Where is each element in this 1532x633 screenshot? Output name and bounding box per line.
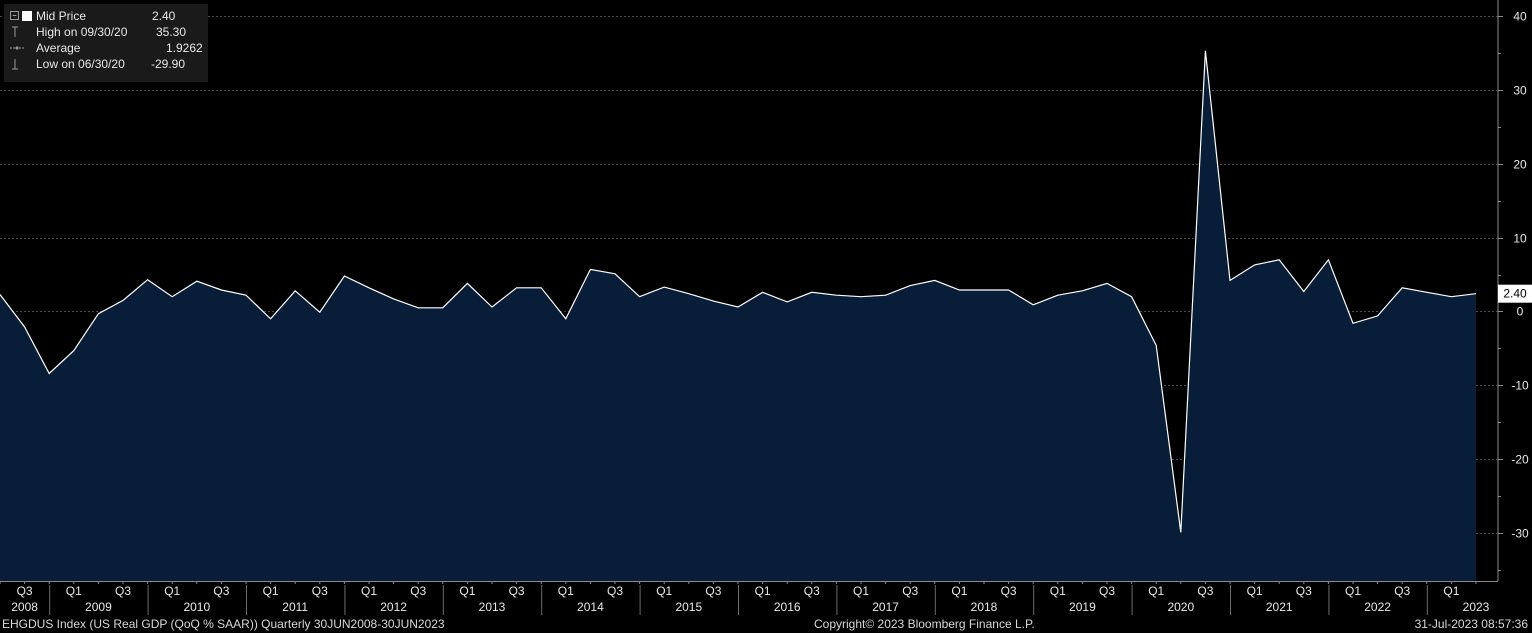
legend-value: -29.90: [151, 57, 186, 71]
x-tick-label-year: 2016: [774, 600, 801, 614]
y-tick-label: 10: [1513, 232, 1527, 246]
x-tick-label-year: 2019: [1069, 600, 1096, 614]
x-tick-label-year: 2015: [675, 600, 702, 614]
x-tick-label-year: 2012: [380, 600, 407, 614]
x-tick-label-year: 2018: [971, 600, 998, 614]
x-tick-label-quarter: Q1: [1050, 584, 1066, 598]
y-tick-label: -10: [1511, 379, 1529, 393]
x-tick-label-quarter: Q3: [607, 584, 623, 598]
x-tick-label-quarter: Q3: [902, 584, 918, 598]
x-tick-label-quarter: Q1: [1148, 584, 1164, 598]
x-tick-label-year: 2017: [872, 600, 899, 614]
x-tick-label-quarter: Q1: [558, 584, 574, 598]
legend-value: 2.40: [152, 9, 176, 23]
x-tick-label-quarter: Q3: [213, 584, 229, 598]
low-marker-icon: [12, 59, 18, 70]
last-price-tag: 2.40: [1498, 284, 1532, 303]
average-marker-icon: [10, 46, 24, 50]
legend-label: High on 09/30/20: [36, 25, 128, 39]
x-tick-label-quarter: Q1: [164, 584, 180, 598]
x-tick-label-quarter: Q3: [115, 584, 131, 598]
x-tick-label-quarter: Q3: [705, 584, 721, 598]
x-tick-label-quarter: Q1: [656, 584, 672, 598]
collapse-icon[interactable]: [10, 10, 20, 22]
x-tick-label-year: 2009: [85, 600, 112, 614]
x-tick-label-quarter: Q3: [1001, 584, 1017, 598]
legend-label: Low on 06/30/20: [36, 57, 125, 71]
legend-item-average: Average 1.9262: [4, 40, 208, 56]
x-tick-label-quarter: Q1: [66, 584, 82, 598]
y-tick-label: 20: [1513, 158, 1527, 172]
x-tick-label-quarter: Q1: [459, 584, 475, 598]
legend: Mid Price 2.40 High on 09/30/20 35.30 Av…: [4, 4, 208, 82]
legend-value: 35.30: [156, 25, 187, 39]
chart-footer: EHGDUS Index (US Real GDP (QoQ % SAAR)) …: [0, 616, 1532, 633]
x-tick-label-quarter: Q3: [804, 584, 820, 598]
legend-item-high: High on 09/30/20 35.30: [4, 24, 208, 40]
x-tick-label-year: 2013: [479, 600, 506, 614]
x-tick-label-year: 2021: [1266, 600, 1293, 614]
x-tick-label-quarter: Q1: [755, 584, 771, 598]
x-tick-label-quarter: Q1: [853, 584, 869, 598]
x-tick-label-quarter: Q3: [509, 584, 525, 598]
footer-timestamp: 31-Jul-2023 08:57:36: [1414, 617, 1528, 631]
last-price-value: 2.40: [1503, 287, 1527, 301]
x-tick-label-quarter: Q3: [312, 584, 328, 598]
series-area: [0, 50, 1476, 582]
x-tick-label-quarter: Q1: [1247, 584, 1263, 598]
x-tick-label-quarter: Q3: [1394, 584, 1410, 598]
legend-label: Mid Price: [36, 9, 87, 23]
x-tick-label-year: 2014: [577, 600, 604, 614]
legend-item-mid-price[interactable]: Mid Price 2.40: [4, 8, 208, 24]
y-tick-label: -30: [1511, 527, 1529, 541]
y-tick-label: -20: [1511, 453, 1529, 467]
x-tick-label-quarter: Q3: [17, 584, 33, 598]
x-tick-label-quarter: Q3: [1296, 584, 1312, 598]
series-line: [0, 50, 1477, 533]
x-tick-label-quarter: Q3: [410, 584, 426, 598]
legend-label: Average: [36, 41, 81, 55]
x-tick-label-year: 2008: [11, 600, 38, 614]
x-tick-label-year: 2022: [1364, 600, 1391, 614]
footer-security-description: EHGDUS Index (US Real GDP (QoQ % SAAR)) …: [2, 617, 445, 631]
x-tick-label-quarter: Q1: [1345, 584, 1361, 598]
x-tick-label-quarter: Q1: [1443, 584, 1459, 598]
x-tick-label-quarter: Q1: [263, 584, 279, 598]
x-tick-label-quarter: Q3: [1099, 584, 1115, 598]
x-tick-label-year: 2020: [1167, 600, 1194, 614]
last-price-tag-bg: [1498, 284, 1532, 303]
footer-copyright: Copyright© 2023 Bloomberg Finance L.P.: [814, 617, 1035, 631]
x-tick-label-quarter: Q1: [361, 584, 377, 598]
x-tick-label-year: 2010: [183, 600, 210, 614]
x-tick-label-year: 2011: [282, 600, 308, 614]
high-marker-icon: [12, 26, 18, 37]
x-tick-label-quarter: Q3: [1197, 584, 1213, 598]
x-tick-label-quarter: Q1: [951, 584, 967, 598]
y-tick-label: 40: [1513, 10, 1527, 24]
y-tick-label: 30: [1513, 84, 1527, 98]
x-tick-label-year: 2023: [1463, 600, 1490, 614]
y-tick-label: 0: [1517, 305, 1524, 319]
legend-item-low: Low on 06/30/20 -29.90: [4, 56, 208, 72]
series-swatch-icon: [22, 11, 32, 21]
legend-value: 1.9262: [166, 41, 203, 55]
